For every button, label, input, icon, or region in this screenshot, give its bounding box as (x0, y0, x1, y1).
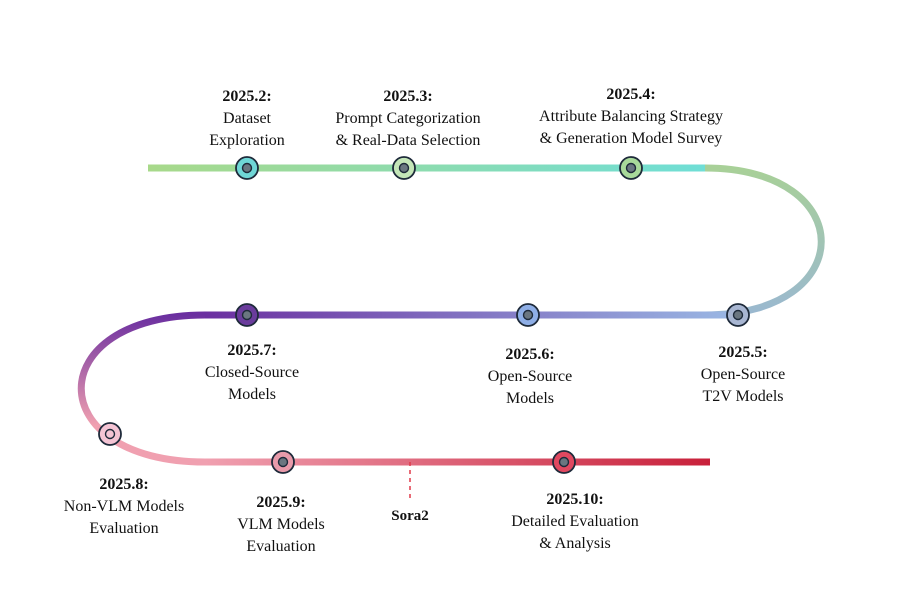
milestone-node (235, 303, 259, 327)
sora2-marker-label: Sora2 (391, 508, 429, 524)
milestone-node (271, 450, 295, 474)
timeline-track-curve-left (77, 311, 206, 466)
milestone-label: 2025.2: Dataset Exploration (209, 86, 285, 152)
milestone-node (392, 156, 416, 180)
milestone-date: 2025.5: (718, 344, 768, 361)
milestone-date: 2025.8: (99, 476, 149, 493)
milestone-label: 2025.4: Attribute Balancing Strategy & Ge… (539, 84, 723, 150)
milestone-node (552, 450, 576, 474)
milestone-date: 2025.10: (546, 491, 604, 508)
milestone-date: 2025.7: (227, 342, 277, 359)
milestone-label: 2025.6: Open-Source Models (488, 344, 572, 410)
milestone-description: Open-Source Models (487, 368, 573, 407)
milestone-date: 2025.3: (383, 88, 433, 105)
milestone-description: Attribute Balancing Strategy & Generatio… (539, 108, 723, 147)
milestone-description: VLM Models Evaluation (237, 516, 325, 555)
milestone-description: Open-Source T2V Models (700, 366, 786, 405)
milestone-date: 2025.6: (505, 346, 555, 363)
milestone-node (726, 303, 750, 327)
milestone-label: 2025.10: Detailed Evaluation & Analysis (511, 489, 639, 555)
timeline-track-curve-right (704, 164, 825, 319)
milestone-label: 2025.8: Non-VLM Models Evaluation (64, 474, 184, 540)
milestone-description: Detailed Evaluation & Analysis (511, 513, 639, 552)
milestone-description: Non-VLM Models Evaluation (63, 498, 185, 537)
milestone-date: 2025.9: (256, 494, 306, 511)
milestone-label: 2025.9: VLM Models Evaluation (237, 492, 325, 558)
milestone-node (98, 422, 122, 446)
milestone-label: 2025.7: Closed-Source Models (205, 340, 299, 406)
milestone-description: Prompt Categorization & Real-Data Select… (335, 110, 481, 149)
milestone-description: Dataset Exploration (209, 110, 285, 149)
milestone-label: 2025.5: Open-Source T2V Models (701, 342, 785, 408)
milestone-date: 2025.4: (606, 86, 656, 103)
milestone-node (235, 156, 259, 180)
milestone-node (619, 156, 643, 180)
milestone-label: 2025.3: Prompt Categorization & Real-Data… (335, 86, 480, 152)
milestone-description: Closed-Source Models (204, 364, 300, 403)
milestone-date: 2025.2: (222, 88, 272, 105)
milestone-node (516, 303, 540, 327)
